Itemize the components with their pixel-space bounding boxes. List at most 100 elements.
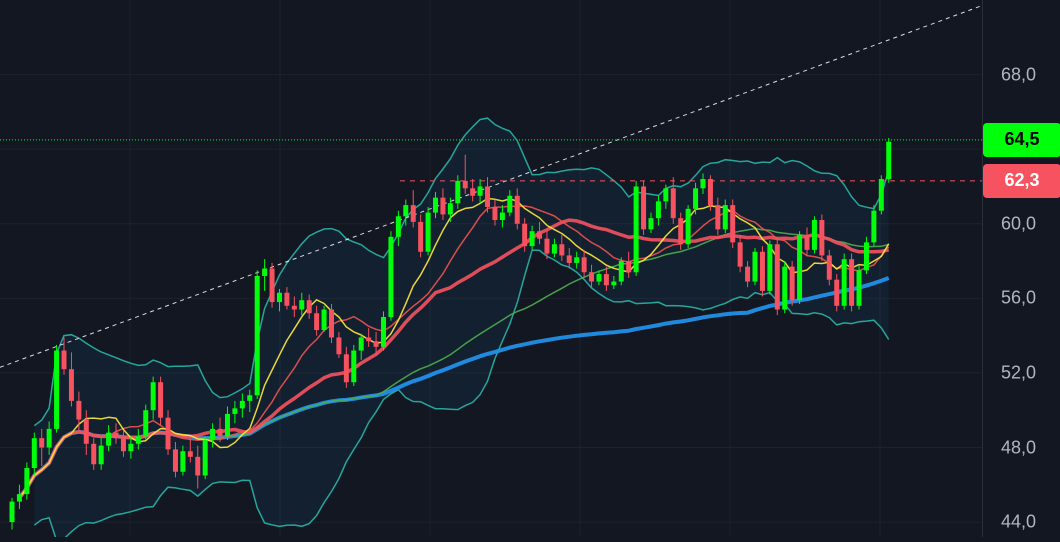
candle-body [462, 180, 468, 189]
candle-body [826, 255, 832, 280]
candle-body [566, 255, 572, 263]
candle-body [693, 188, 699, 209]
candle-body [165, 417, 171, 450]
candle-body [98, 445, 104, 465]
candle-body [91, 443, 97, 465]
candle-body [774, 244, 780, 310]
candle-body [633, 186, 639, 273]
candle-body [158, 382, 164, 418]
candle-body [403, 205, 409, 217]
candle-body [745, 266, 751, 282]
candle-body [886, 141, 892, 179]
price-tick-label: 56,0 [1001, 287, 1037, 308]
last-price-badge: 64,5 [983, 122, 1060, 157]
candle-body [737, 242, 743, 267]
candle-body [499, 212, 505, 221]
candle-body [715, 205, 721, 230]
candle-body [224, 413, 230, 437]
candle-body [276, 292, 282, 303]
candle-body [54, 350, 60, 429]
candle-body [106, 432, 112, 446]
candle-body [596, 274, 602, 282]
candle-body [759, 251, 765, 291]
candle-body [863, 242, 869, 271]
candle-body [31, 438, 37, 469]
candle-body [641, 186, 647, 230]
candle-body [343, 354, 349, 383]
candle-body [381, 316, 386, 347]
candle-body [849, 259, 855, 306]
candle-body [767, 244, 773, 291]
candle-body [217, 428, 223, 437]
candle-body [514, 195, 520, 224]
candle-body [202, 440, 208, 476]
ma-25-line [18, 218, 890, 499]
candle-body [551, 244, 557, 254]
candle-body [477, 186, 483, 196]
candle-body [76, 400, 82, 420]
candle-body [871, 210, 877, 243]
candle-body [685, 208, 691, 245]
price-scale[interactable]: 44,0 48,0 52,0 56,0 60,0 68,0 64,5 62,3 [982, 0, 1060, 537]
candle-body [321, 309, 327, 331]
candle-body [707, 179, 713, 206]
candle-body [574, 257, 580, 263]
candle-body [618, 261, 624, 282]
trendline [0, 5, 983, 368]
candle-body [418, 221, 424, 252]
price-tick-label: 48,0 [1001, 437, 1037, 457]
candle-body [856, 270, 862, 306]
candle-body [9, 501, 15, 523]
candle-body [120, 438, 126, 452]
candle-body [537, 231, 543, 239]
candle-body [135, 436, 141, 444]
candle-body [232, 408, 238, 414]
candle-body [804, 234, 810, 250]
candle-body [782, 266, 788, 310]
candle-body [700, 179, 706, 189]
candle-body [470, 188, 476, 196]
candle-body [655, 201, 661, 219]
candle-body [247, 395, 253, 401]
candle-body [180, 451, 186, 472]
candle-body [210, 428, 216, 441]
candle-body [626, 261, 632, 273]
candle-body [841, 259, 847, 306]
candle-body [128, 443, 134, 452]
candle-body [239, 400, 245, 409]
chart-area[interactable] [0, 0, 983, 542]
candle-body [366, 337, 372, 342]
candle-body [46, 428, 52, 448]
resistance-price-badge: 62,3 [983, 163, 1060, 198]
candle-body [395, 216, 401, 237]
candle-body [425, 212, 431, 252]
candle-body [492, 206, 498, 221]
candle-body [485, 186, 491, 207]
candle-body [611, 281, 617, 286]
candle-body [388, 236, 394, 317]
price-chart[interactable] [0, 0, 983, 542]
candle-body [410, 205, 416, 222]
candle-body [351, 350, 357, 383]
candle-body [373, 341, 379, 347]
candle-body [172, 449, 178, 472]
price-tick-label: 60,0 [1001, 213, 1037, 234]
candle-body [262, 268, 268, 276]
price-tick-label: 52,0 [1001, 362, 1037, 383]
candle-body [433, 197, 439, 213]
candle-body [336, 337, 342, 355]
candle-body [529, 231, 535, 247]
candle-body [150, 382, 156, 411]
candle-body [670, 188, 676, 219]
candle-body [24, 468, 30, 495]
candle-body [187, 451, 193, 457]
bollinger-upper-line [33, 117, 890, 427]
candle-body [797, 234, 803, 301]
ma-9-line [18, 197, 890, 499]
candle-body [61, 350, 67, 370]
candle-body [819, 220, 825, 256]
candle-body [254, 275, 260, 396]
candle-body [544, 238, 550, 254]
candle-body [752, 251, 758, 282]
candle-body [68, 369, 74, 401]
